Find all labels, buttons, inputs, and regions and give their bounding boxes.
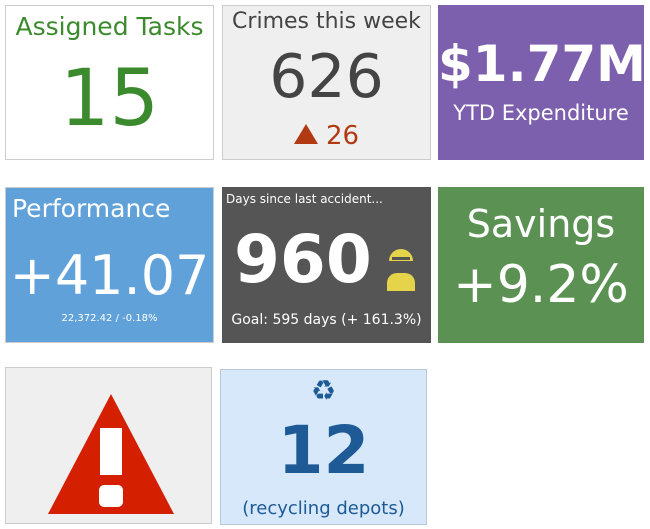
recycling-card[interactable]: ♻ 12 (recycling depots) <box>220 369 427 525</box>
card-subtitle: YTD Expenditure <box>453 101 629 125</box>
card-subtitle: (recycling depots) <box>242 498 405 519</box>
warning-icon <box>48 394 174 514</box>
recycle-icon: ♻ <box>310 374 337 407</box>
card-value: +9.2% <box>453 255 629 315</box>
triangle-up-icon <box>293 124 318 144</box>
card-title: Performance <box>12 194 171 223</box>
card-title: Crimes this week <box>232 9 421 34</box>
accident-card[interactable]: Days since last accident... 960 Goal: 59… <box>222 187 431 343</box>
expenditure-card[interactable]: $1.77M YTD Expenditure <box>438 5 644 160</box>
savings-card[interactable]: Savings +9.2% <box>438 187 644 343</box>
card-subtitle: 22,372.42 / -0.18% <box>61 313 158 324</box>
card-value: 15 <box>59 54 160 144</box>
card-value: 960 <box>234 221 372 298</box>
warning-card[interactable] <box>5 367 212 524</box>
assigned-tasks-card[interactable]: Assigned Tasks 15 <box>5 5 214 160</box>
card-value: 626 <box>269 42 384 112</box>
card-value: 12 <box>277 412 370 489</box>
card-subtitle: Goal: 595 days (+ 161.3%) <box>231 312 422 328</box>
card-title: Days since last accident... <box>226 192 383 206</box>
change-value: 26 <box>325 121 360 151</box>
performance-card[interactable]: Performance +41.07 22,372.42 / -0.18% <box>5 187 214 343</box>
worker-icon <box>387 249 415 291</box>
crimes-card[interactable]: Crimes this week 626 26 <box>222 5 431 160</box>
card-value: $1.77M <box>438 35 644 93</box>
card-title: Assigned Tasks <box>15 12 204 41</box>
card-value: +41.07 <box>9 244 210 307</box>
card-title: Savings <box>466 202 616 246</box>
